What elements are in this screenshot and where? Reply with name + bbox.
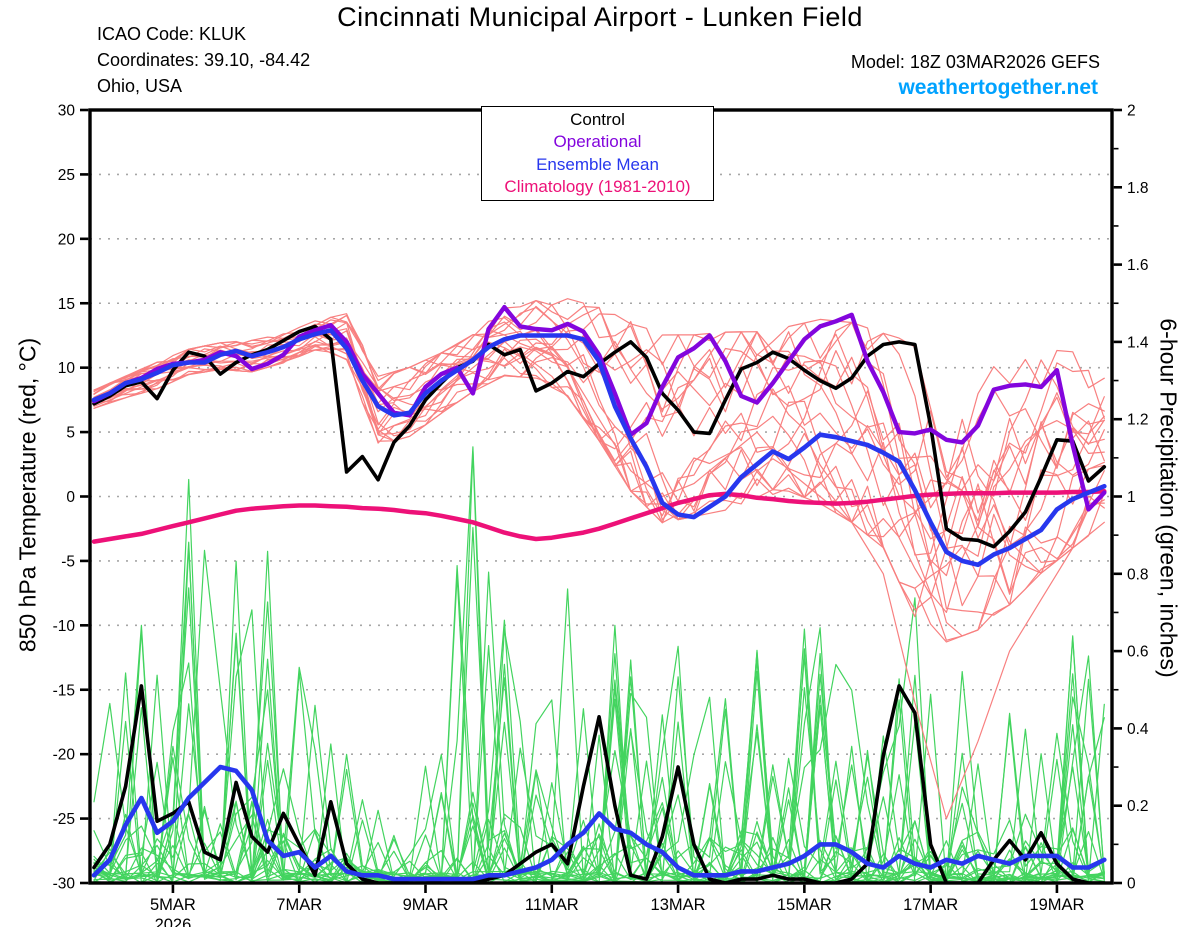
- ensemble-mean-precip-line: [91, 764, 1107, 882]
- svg-text:15MAR: 15MAR: [777, 896, 832, 914]
- svg-text:-15: -15: [53, 682, 75, 699]
- legend-item-operational: Operational: [553, 132, 642, 151]
- legend-item-control: Control: [570, 109, 625, 129]
- region-line: Ohio, USA: [97, 76, 183, 96]
- climatology-line: [91, 489, 1107, 544]
- model-run-label: Model: 18Z 03MAR2026 GEFS: [850, 52, 1100, 72]
- svg-text:5: 5: [66, 425, 75, 442]
- svg-text:19MAR: 19MAR: [1029, 896, 1084, 914]
- ensemble-mean-temp-line: [91, 327, 1107, 568]
- icao-code-line: ICAO Code: KLUK: [97, 24, 247, 44]
- legend-box: Control Operational Ensemble Mean Climat…: [481, 106, 714, 201]
- svg-text:1.6: 1.6: [1127, 257, 1149, 274]
- svg-text:-20: -20: [53, 747, 76, 764]
- control-precip-line: [92, 684, 1107, 883]
- page-title: Cincinnati Municipal Airport - Lunken Fi…: [337, 2, 863, 32]
- svg-text:1.8: 1.8: [1127, 180, 1149, 197]
- svg-text:13MAR: 13MAR: [651, 896, 706, 914]
- svg-text:11MAR: 11MAR: [525, 896, 579, 914]
- svg-text:25: 25: [58, 167, 75, 184]
- precip-ensemble-members: [93, 446, 1105, 883]
- svg-text:2: 2: [1127, 103, 1136, 120]
- svg-text:-30: -30: [53, 876, 76, 893]
- svg-text:0.8: 0.8: [1127, 566, 1149, 583]
- svg-text:0.6: 0.6: [1127, 644, 1149, 661]
- site-brand-link[interactable]: weathertogether.net: [898, 76, 1098, 99]
- svg-text:10: 10: [58, 360, 76, 377]
- legend-item-ensemble-mean: Ensemble Mean: [536, 154, 659, 174]
- svg-text:1.2: 1.2: [1127, 412, 1149, 429]
- svg-text:0.2: 0.2: [1127, 798, 1149, 815]
- svg-text:7MAR: 7MAR: [276, 896, 322, 914]
- main-series: [91, 304, 1107, 883]
- svg-text:15: 15: [58, 296, 75, 313]
- svg-text:0: 0: [66, 489, 75, 506]
- year-label: 2026: [155, 916, 192, 927]
- svg-text:-5: -5: [61, 553, 75, 570]
- svg-text:-25: -25: [53, 811, 75, 828]
- svg-text:1: 1: [1127, 489, 1136, 506]
- svg-text:30: 30: [58, 103, 76, 120]
- svg-text:17MAR: 17MAR: [903, 896, 958, 914]
- svg-text:5MAR: 5MAR: [150, 896, 196, 914]
- legend-item-climatology: Climatology (1981-2010): [504, 177, 691, 196]
- svg-text:20: 20: [58, 231, 76, 248]
- svg-text:0: 0: [1127, 876, 1136, 893]
- svg-text:-10: -10: [53, 618, 76, 635]
- svg-text:1.4: 1.4: [1127, 334, 1149, 351]
- operational-temp-line: [91, 304, 1107, 512]
- svg-text:9MAR: 9MAR: [403, 896, 449, 914]
- axis-ticks-and-labels: 302520151050-5-10-15-20-25-3021.81.61.41…: [53, 103, 1149, 927]
- svg-text:0.4: 0.4: [1127, 721, 1149, 738]
- coordinates-line: Coordinates: 39.10, -84.42: [97, 50, 311, 70]
